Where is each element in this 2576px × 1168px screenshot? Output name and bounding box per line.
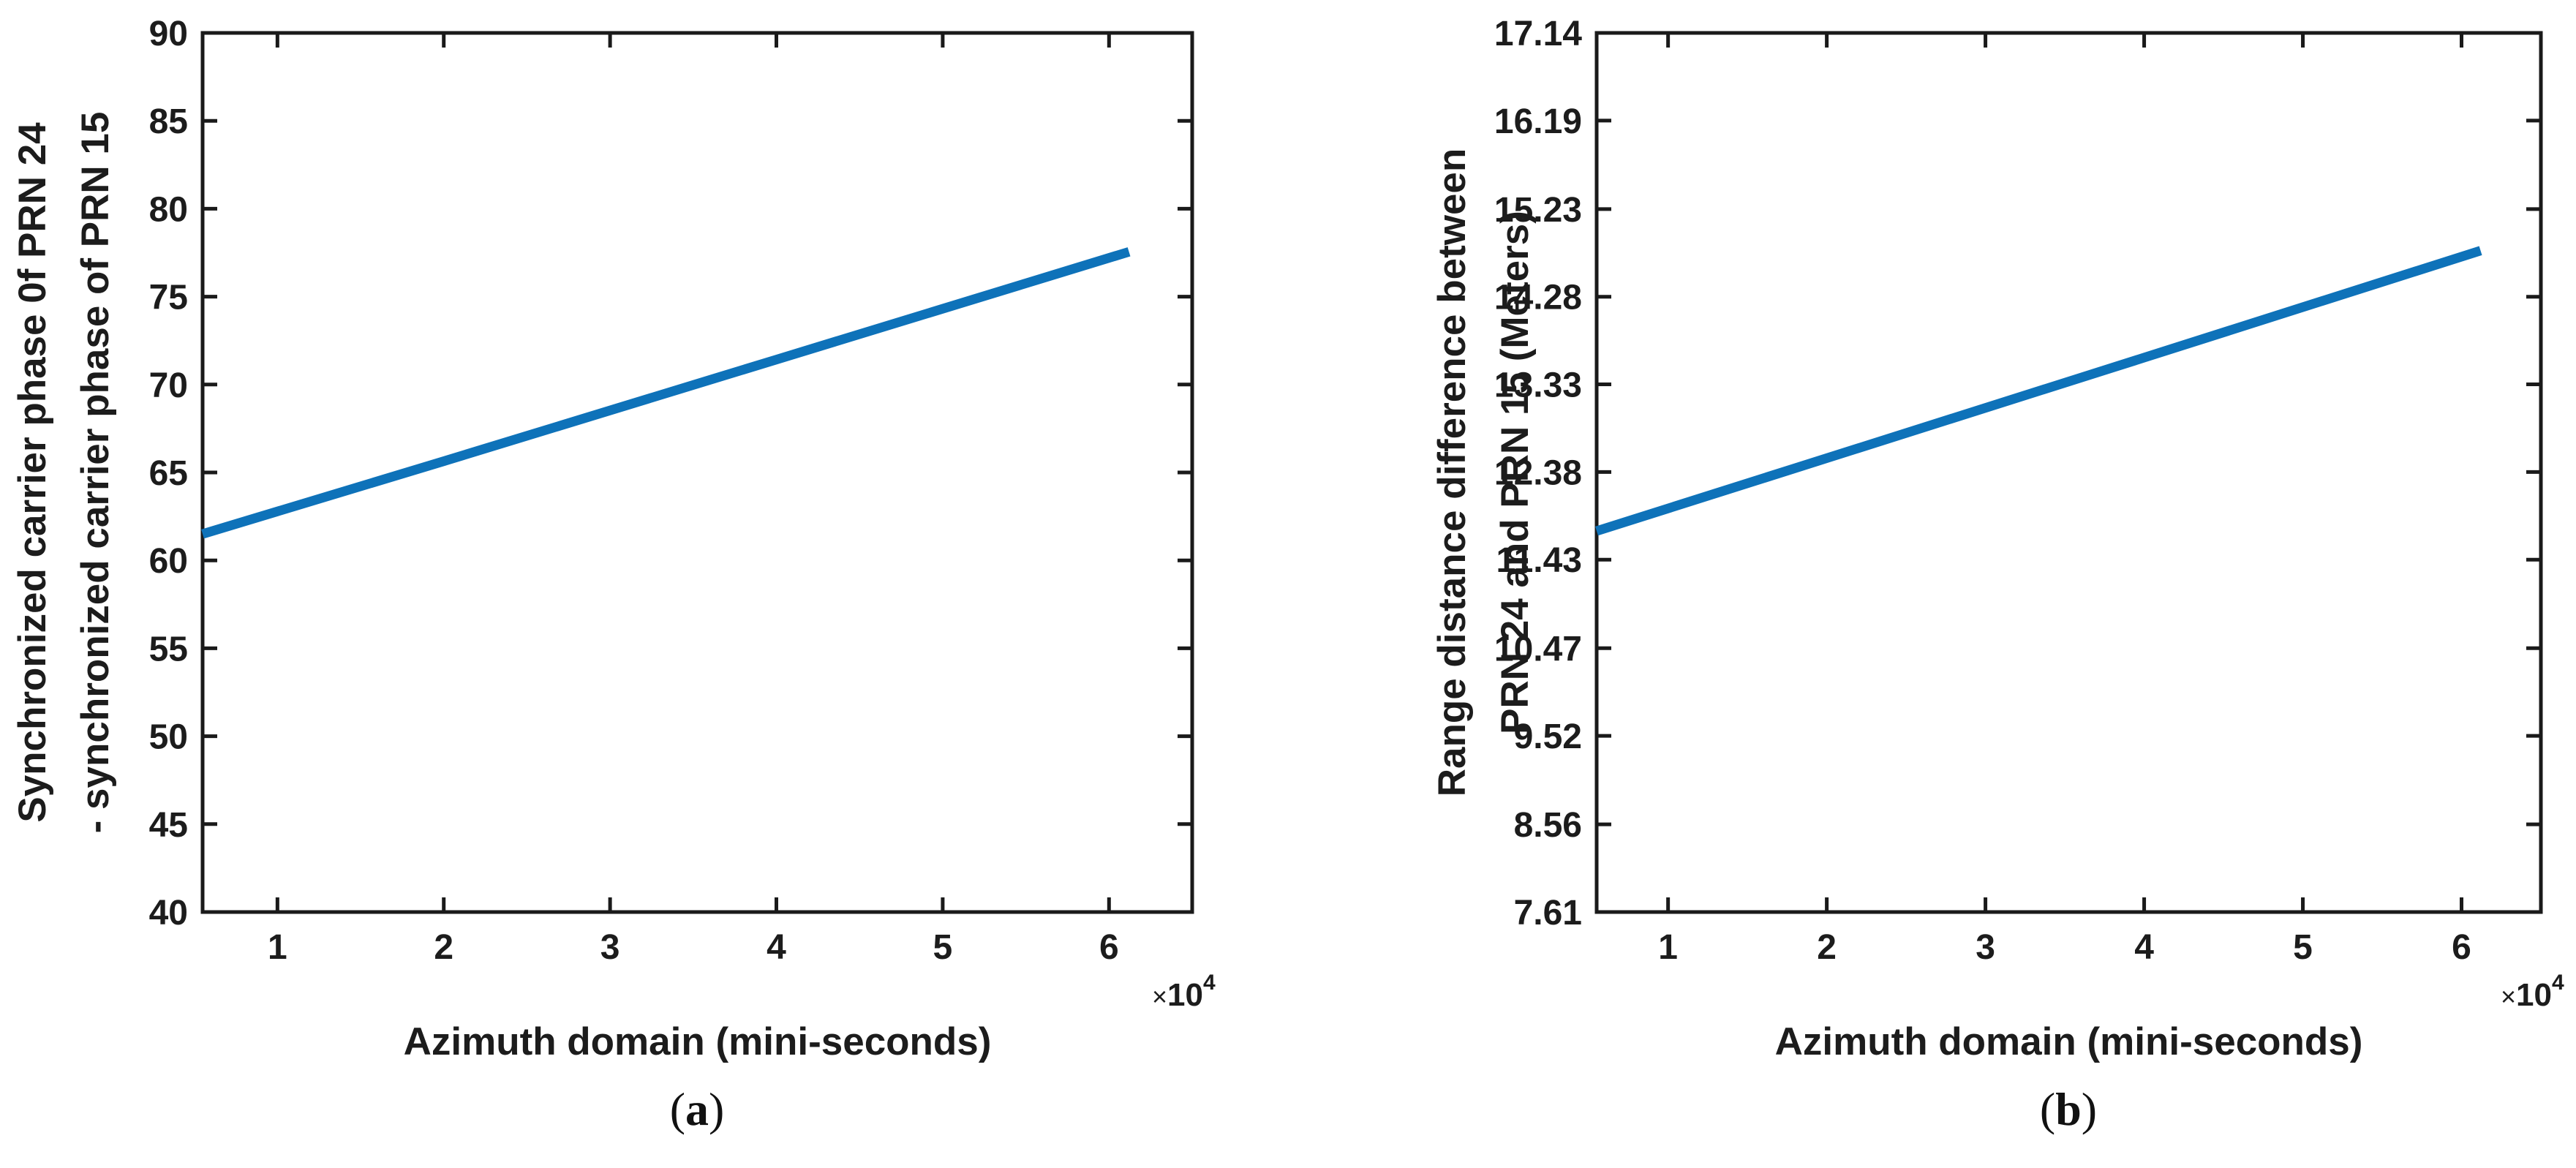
caption-a-letter: a (685, 1083, 709, 1135)
y-tick-label: 11.43 (1496, 541, 1582, 580)
x-tick-label: 3 (1976, 928, 1995, 967)
y-tick-label: 55 (149, 630, 188, 668)
x-axis-label: Azimuth domain (mini-seconds) (404, 1020, 992, 1063)
x-tick-label: 3 (600, 928, 620, 967)
y-axis-label-line-1: Synchronized carrier phase 0f PRN 24 (11, 122, 54, 823)
caption-b-close-paren: ) (2081, 1083, 2098, 1135)
caption-a-close-paren: ) (709, 1083, 725, 1135)
y-tick-label: 13.33 (1494, 366, 1582, 405)
x-tick-label: 1 (1658, 928, 1678, 967)
y-tick-label: 65 (149, 454, 188, 493)
y-tick-label: 40 (149, 894, 188, 932)
axes-box (1594, 31, 2543, 914)
y-tick-label: 9.52 (1514, 717, 1582, 756)
y-tick-label: 10.47 (1494, 630, 1582, 668)
x-tick-label: 6 (2452, 928, 2471, 967)
x-tick-label: 4 (2134, 928, 2154, 967)
y-tick-label: 14.28 (1494, 279, 1582, 317)
y-tick-label: 8.56 (1514, 806, 1582, 845)
data-line (201, 247, 1131, 539)
caption-panel-a: (a) (404, 1069, 990, 1150)
y-tick-label: 15.23 (1494, 191, 1582, 230)
y-tick-label: 90 (149, 15, 188, 53)
x-tick-label: 6 (1099, 928, 1119, 967)
y-tick-label: 7.61 (1514, 894, 1582, 932)
x-axis-label: Azimuth domain (mini-seconds) (1775, 1020, 2363, 1063)
x-tick-label: 5 (933, 928, 953, 967)
caption-b-letter: b (2055, 1083, 2082, 1135)
y-tick-label: 12.38 (1494, 453, 1582, 492)
axes-box (200, 31, 1194, 914)
x-tick-label: 2 (434, 928, 453, 967)
caption-a-open-paren: ( (669, 1083, 685, 1135)
y-axis-label-line-2: - synchronized carrier phase of PRN 15 (74, 112, 117, 834)
x-axis-exponent: ×104 (1152, 971, 1216, 1013)
y-tick-label: 60 (149, 542, 188, 581)
chart-panel-b: 1 2 3 4 5 6 7.61 8.56 9.52 10.47 11.43 12.38 13.33 14… (1431, 15, 2564, 1063)
y-tick-label: 75 (149, 279, 188, 317)
x-tick-label: 4 (767, 928, 786, 967)
y-tick-label: 45 (149, 806, 188, 845)
caption-panel-b: (b) (1776, 1069, 2361, 1150)
y-axis-label-line-1: Range distance difference between (1431, 148, 1474, 797)
y-tick-label: 16.19 (1494, 102, 1582, 141)
y-tick-label: 17.14 (1494, 15, 1582, 53)
x-axis-exponent: ×104 (2501, 971, 2564, 1013)
caption-b-open-paren: ( (2039, 1083, 2056, 1135)
x-tick-label: 2 (1817, 928, 1837, 967)
x-tick-label: 1 (268, 928, 287, 967)
y-tick-label: 85 (149, 102, 188, 141)
chart-panel-a: 1 2 3 4 5 64045505560657075808590×104Azimuth … (11, 15, 1216, 1063)
y-tick-label: 70 (149, 366, 188, 405)
y-tick-label: 50 (149, 718, 188, 757)
y-tick-label: 80 (149, 190, 188, 229)
data-line (1595, 246, 2482, 536)
y-axis-label-line-2: PRN 24 and PRN 15 (Meters) (1494, 211, 1537, 734)
x-tick-label: 5 (2293, 928, 2313, 967)
